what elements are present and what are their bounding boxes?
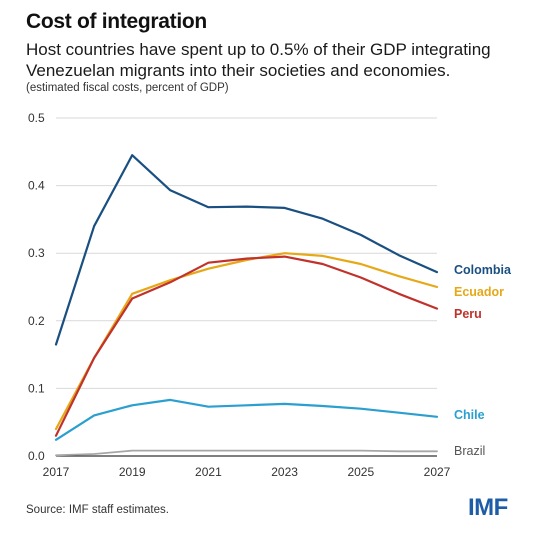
series-line-peru bbox=[54, 255, 439, 437]
series-label-chile: Chile bbox=[454, 408, 485, 422]
y-tick-label: 0.2 bbox=[28, 314, 45, 328]
x-tick-label: 2025 bbox=[347, 465, 374, 479]
series-line-brazil bbox=[55, 449, 438, 457]
series-labels: Colombia Ecuador Peru Chile Brazil bbox=[454, 263, 512, 458]
source-note: Source: IMF staff estimates. bbox=[26, 504, 169, 516]
chart-subtitle: Host countries have spent up to 0.5% of … bbox=[26, 39, 526, 81]
y-tick-label: 0.1 bbox=[28, 381, 45, 395]
series-label-peru: Peru bbox=[454, 307, 482, 321]
series-lines bbox=[54, 154, 439, 457]
series-line-colombia bbox=[54, 154, 439, 346]
series-label-ecuador: Ecuador bbox=[454, 285, 504, 299]
y-tick-label: 0.5 bbox=[28, 111, 45, 125]
imf-logo: IMF bbox=[468, 494, 508, 521]
x-tick-label: 2019 bbox=[119, 465, 146, 479]
y-axis-tick-labels: 0.0 0.1 0.2 0.3 0.4 0.5 bbox=[28, 111, 45, 463]
chart-subtitle-line-2: Venezuelan migrants into their societies… bbox=[26, 61, 451, 80]
y-tick-label: 0.3 bbox=[28, 246, 45, 260]
gridlines bbox=[56, 117, 437, 457]
series-label-colombia: Colombia bbox=[454, 263, 512, 277]
y-tick-label: 0.4 bbox=[28, 179, 45, 193]
chart-subtitle-line-1: Host countries have spent up to 0.5% of … bbox=[26, 40, 491, 59]
series-line-chile bbox=[54, 398, 439, 441]
y-tick-label: 0.0 bbox=[28, 449, 45, 463]
x-tick-label: 2021 bbox=[195, 465, 222, 479]
x-axis-tick-labels: 2017 2019 2021 2023 2025 2027 bbox=[43, 465, 451, 479]
x-tick-label: 2027 bbox=[424, 465, 451, 479]
x-tick-label: 2023 bbox=[271, 465, 298, 479]
x-tick-label: 2017 bbox=[43, 465, 70, 479]
chart-title: Cost of integration bbox=[26, 10, 207, 33]
series-line-ecuador bbox=[54, 252, 439, 431]
chart-units-note: (estimated fiscal costs, percent of GDP) bbox=[26, 82, 229, 94]
series-label-brazil: Brazil bbox=[454, 444, 485, 458]
line-chart: 0.00.10.20.30.40.5 2017 2019 2021 2023 2025 2… bbox=[28, 111, 512, 479]
